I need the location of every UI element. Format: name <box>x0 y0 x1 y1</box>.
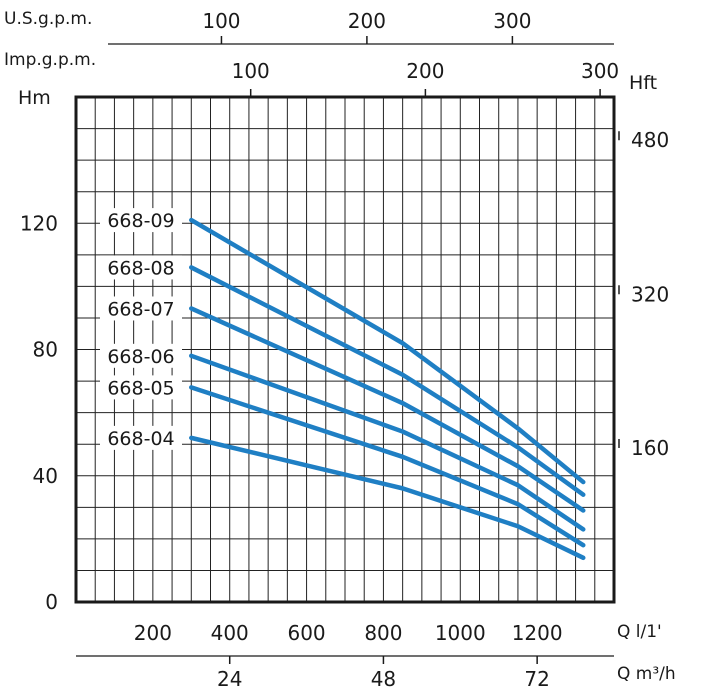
series-label-668-04: 668-04 <box>107 428 174 450</box>
series-line-668-04 <box>189 435 586 561</box>
series-label-668-08: 668-08 <box>107 257 174 279</box>
y-tick-label: 0 <box>45 590 58 614</box>
series-label-bg <box>100 255 182 280</box>
plot-frame <box>74 95 616 604</box>
x-tick-label: 400 <box>211 621 249 645</box>
series-label-bg <box>100 343 182 368</box>
bottom-axis2-title: Q m³/h <box>617 664 676 684</box>
x-tick-label: 800 <box>364 621 402 645</box>
top-tick-label: 200 <box>348 9 386 33</box>
series-line-668-06 <box>189 353 586 532</box>
series-label-668-05: 668-05 <box>107 377 174 399</box>
y-tick-label: 80 <box>33 338 58 362</box>
bottom2-tick-label: 24 <box>217 667 242 691</box>
series-line-668-08 <box>189 265 586 497</box>
top-axis-title: U.S.g.p.m. <box>4 9 92 29</box>
series-label-668-06: 668-06 <box>107 346 174 368</box>
top-tick-label: 200 <box>406 59 444 83</box>
series-label-bg <box>100 375 182 400</box>
top-tick-label: 100 <box>232 59 270 83</box>
series-line-668-05 <box>189 385 586 548</box>
x-tick-label: 1200 <box>512 621 563 645</box>
top-axis-title: Imp.g.p.m. <box>4 50 96 70</box>
y-axis-title: Hm <box>18 87 51 109</box>
x-tick-label: 200 <box>134 621 172 645</box>
series-label-bg <box>100 208 182 233</box>
y2-tick-label: 160 <box>631 436 669 460</box>
bottom2-tick-label: 48 <box>371 667 396 691</box>
y-tick-label: 40 <box>33 464 58 488</box>
series-line-668-09 <box>189 217 586 485</box>
top-tick-label: 300 <box>493 9 531 33</box>
bottom2-tick-label: 72 <box>524 667 549 691</box>
series-label-bg <box>100 425 182 450</box>
y2-axis-title: Hft <box>629 72 657 94</box>
top-tick-label: 300 <box>581 59 619 83</box>
series-label-668-07: 668-07 <box>107 298 174 320</box>
series-label-668-09: 668-09 <box>107 210 174 232</box>
series-label-bg <box>100 296 182 321</box>
top-tick-label: 100 <box>202 9 240 33</box>
y2-tick-label: 480 <box>631 128 669 152</box>
series-line-668-07 <box>189 306 586 513</box>
axes: Hm 0 40 80 120 Hft 160 320 480 U.S.g.p.m. 100 200 30… <box>4 9 676 691</box>
series-lines <box>189 217 586 561</box>
series-labels: 668-09 668-08 668-07 668-06 668-05 668-04 <box>100 208 182 450</box>
x-tick-label: 600 <box>287 621 325 645</box>
y-tick-label: 120 <box>20 211 58 235</box>
grid <box>76 97 614 602</box>
y2-tick-label: 320 <box>631 282 669 306</box>
x-tick-label: 1000 <box>435 621 486 645</box>
x-axis-title: Q l/1' <box>617 622 662 642</box>
